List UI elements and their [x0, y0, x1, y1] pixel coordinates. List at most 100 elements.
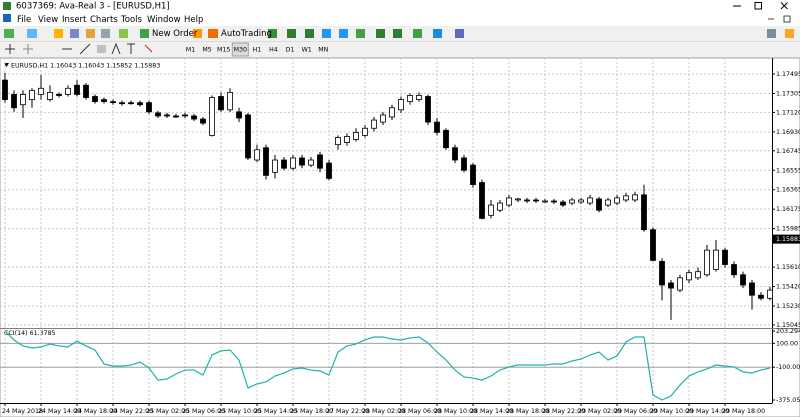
- candle-body: [29, 89, 35, 100]
- menu-item[interactable]: Tools: [120, 15, 143, 25]
- candle-body: [254, 149, 260, 161]
- timeframe-button[interactable]: D1: [286, 47, 295, 54]
- candle-body: [731, 264, 737, 276]
- x-tick-label: 29 May 10:00: [650, 408, 693, 415]
- candle-body: [389, 107, 395, 118]
- y-tick-label: 1.17305: [776, 90, 800, 97]
- timeframe-button[interactable]: H1: [253, 47, 262, 54]
- menu-item[interactable]: Insert: [62, 15, 87, 25]
- candle-body: [407, 95, 413, 103]
- candle-body: [488, 204, 494, 216]
- candle-body: [128, 102, 134, 105]
- candle-body: [371, 119, 377, 129]
- candle-body: [740, 274, 746, 286]
- candle-body: [551, 200, 557, 203]
- y-tick-label: 1.16555: [776, 167, 800, 174]
- x-tick-label: 29 May 18:00: [722, 408, 765, 415]
- candle-body: [650, 229, 656, 261]
- chart-icon: [3, 14, 11, 22]
- candle-body: [65, 87, 71, 95]
- candle-body: [173, 115, 179, 118]
- timeframe-button[interactable]: MN: [318, 47, 328, 54]
- timeframe-button[interactable]: M30: [234, 47, 247, 54]
- candle-body: [452, 147, 458, 161]
- candle-body: [182, 114, 188, 117]
- menu-item[interactable]: View: [38, 15, 58, 25]
- candle-body: [614, 197, 620, 204]
- candle-body: [695, 271, 701, 279]
- window-title: 6037369: Ava-Real 3 - [EURUSD,H1]: [16, 2, 170, 12]
- menu-item[interactable]: Help: [184, 15, 203, 25]
- close-button[interactable]: [780, 2, 788, 10]
- candle-body: [515, 198, 521, 201]
- candle-body: [245, 114, 251, 159]
- y-tick-label: 1.15610: [776, 264, 800, 271]
- candle-body: [227, 91, 233, 111]
- candle-body: [506, 197, 512, 206]
- y-tick-label: 1.17120: [776, 109, 800, 116]
- candle-body: [425, 96, 431, 123]
- y-tick-label: 100.00: [776, 340, 798, 347]
- candle-body: [677, 277, 683, 291]
- menu-item[interactable]: Window: [147, 15, 181, 25]
- candle-body: [749, 282, 755, 296]
- timeframe-button[interactable]: M1: [186, 47, 195, 54]
- y-tick-label: 1.15420: [776, 284, 800, 291]
- candle-body: [668, 282, 674, 289]
- candle-body: [704, 249, 710, 276]
- timeframe-button[interactable]: H4: [269, 47, 278, 54]
- y-tick-label: 203.2945: [776, 328, 800, 335]
- child-restore[interactable]: [783, 15, 791, 23]
- x-tick-label: 28 May 22:00: [542, 408, 585, 415]
- candle-body: [380, 114, 386, 123]
- candle-body: [605, 199, 611, 206]
- candle-body: [281, 159, 287, 169]
- y-tick-label: 1.15985: [776, 226, 800, 233]
- candle-body: [209, 97, 215, 136]
- candle-body: [290, 157, 296, 169]
- candle-body: [686, 272, 692, 281]
- candle-body: [479, 182, 485, 219]
- title-menu-bg: [0, 0, 800, 26]
- candle-body: [2, 79, 8, 100]
- candle-body: [20, 94, 26, 106]
- candle-body: [443, 129, 449, 149]
- x-tick-label: 29 May 14:00: [686, 408, 729, 415]
- candle-body: [641, 194, 647, 231]
- x-tick-label: 28 May 02:00: [362, 408, 405, 415]
- candle-body: [74, 84, 80, 95]
- candle-body: [101, 99, 107, 103]
- candle-body: [146, 102, 152, 113]
- candle-body: [497, 202, 503, 211]
- timeframe-button[interactable]: W1: [302, 47, 312, 54]
- menu-item[interactable]: Charts: [90, 15, 118, 25]
- y-tick-label: 1.16365: [776, 187, 800, 194]
- x-tick-label: 25 May 02:00: [146, 408, 189, 415]
- candle-body: [362, 127, 368, 136]
- app-icon: [3, 2, 11, 10]
- x-tick-label: 25 May 10:00: [218, 408, 261, 415]
- candle-body: [56, 94, 62, 96]
- candle-body: [47, 91, 53, 100]
- candle-body: [137, 102, 143, 106]
- timeframe-button[interactable]: M15: [217, 47, 230, 54]
- x-tick-label: 28 May 10:00: [434, 408, 477, 415]
- maximize-button[interactable]: [754, 2, 762, 10]
- y-tick-label: 1.16930: [776, 129, 800, 136]
- candle-body: [596, 198, 602, 211]
- auto-trading-button[interactable]: AutoTrading: [221, 29, 272, 39]
- candle-body: [560, 201, 566, 206]
- candle-body: [569, 199, 575, 204]
- timeframe-button[interactable]: M5: [202, 47, 211, 54]
- candle-body: [335, 137, 341, 146]
- menu-item[interactable]: File: [17, 15, 31, 25]
- toolbar-icons: [4, 29, 794, 55]
- y-tick-label: 1.16175: [776, 206, 800, 213]
- candle-body: [434, 121, 440, 133]
- new-order-button[interactable]: New Order: [152, 29, 198, 39]
- candle-body: [713, 249, 719, 271]
- x-tick-label: 28 May 06:00: [398, 408, 441, 415]
- candle-body: [533, 199, 539, 202]
- candle-body: [587, 197, 593, 204]
- x-tick-label: 27 May 22:00: [326, 408, 369, 415]
